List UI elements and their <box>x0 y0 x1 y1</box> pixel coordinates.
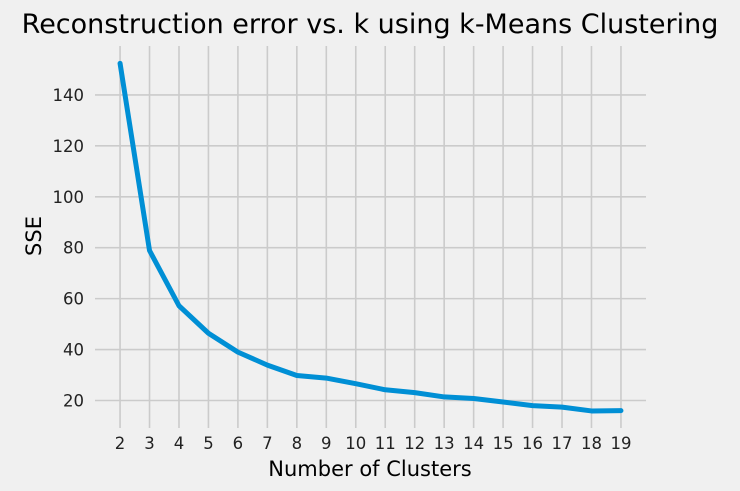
x-tick-label: 7 <box>262 434 273 453</box>
x-tick-label: 3 <box>144 434 155 453</box>
x-tick-label: 4 <box>174 434 185 453</box>
y-axis-label: SSE <box>22 216 46 256</box>
x-tick-label: 2 <box>115 434 126 453</box>
y-tick-label: 20 <box>63 391 84 410</box>
series-line <box>117 60 624 414</box>
x-tick-label: 6 <box>233 434 244 453</box>
x-tick-label: 10 <box>345 434 366 453</box>
y-tick-label: 140 <box>53 86 85 105</box>
y-tick-label: 80 <box>63 239 84 258</box>
x-tick-label: 12 <box>404 434 425 453</box>
x-tick-label: 9 <box>321 434 332 453</box>
grid-lines <box>95 46 646 428</box>
y-tick-label: 120 <box>53 137 85 156</box>
y-tick-label: 60 <box>63 290 84 309</box>
x-tick-label: 11 <box>375 434 396 453</box>
x-tick-label: 8 <box>292 434 303 453</box>
chart-title: Reconstruction error vs. k using k-Means… <box>22 9 719 40</box>
x-tick-label: 5 <box>203 434 214 453</box>
y-tick-label: 40 <box>63 341 84 360</box>
tick-labels: 2 3 4 5 6 7 8 9 10 11 12 13 14 15 16 17 18 19 20 40 60 80 100 1… <box>53 86 632 453</box>
x-tick-label: 13 <box>434 434 455 453</box>
x-axis-label: Number of Clusters <box>268 457 471 481</box>
x-tick-label: 19 <box>610 434 631 453</box>
series-layer <box>117 60 624 414</box>
y-tick-label: 100 <box>53 188 85 207</box>
x-tick-label: 16 <box>522 434 543 453</box>
x-tick-label: 15 <box>493 434 514 453</box>
x-tick-label: 14 <box>463 434 484 453</box>
x-tick-label: 17 <box>552 434 573 453</box>
x-tick-label: 18 <box>581 434 602 453</box>
